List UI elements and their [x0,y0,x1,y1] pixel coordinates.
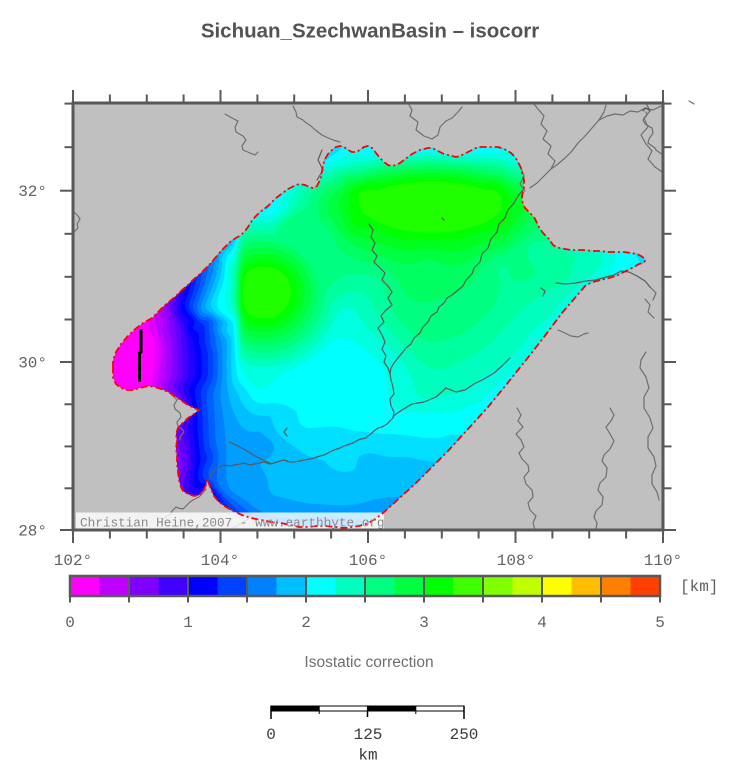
svg-text:30°: 30° [18,355,47,373]
svg-text:28°: 28° [18,523,47,541]
svg-text:250: 250 [450,726,479,744]
svg-text:0: 0 [266,726,276,744]
svg-text:Christian Heine,2007 - www.ear: Christian Heine,2007 - www.earthbyte.org [80,516,385,531]
svg-text:3: 3 [419,614,429,632]
svg-text:32°: 32° [18,183,47,201]
svg-text:0: 0 [65,614,75,632]
svg-text:102°: 102° [54,552,92,570]
svg-text:5: 5 [655,614,665,632]
svg-text:1: 1 [183,614,193,632]
svg-text:125: 125 [354,726,383,744]
svg-text:110°: 110° [644,552,682,570]
svg-text:km: km [358,747,377,765]
svg-text:4: 4 [537,614,547,632]
svg-text:Sichuan_SzechwanBasin – isocor: Sichuan_SzechwanBasin – isocorr [201,20,539,43]
svg-text:106°: 106° [349,552,387,570]
svg-text:2: 2 [301,614,311,632]
svg-text:108°: 108° [497,552,535,570]
svg-text:Isostatic correction: Isostatic correction [304,654,433,671]
svg-text:[km]: [km] [680,578,718,596]
svg-text:104°: 104° [201,552,239,570]
